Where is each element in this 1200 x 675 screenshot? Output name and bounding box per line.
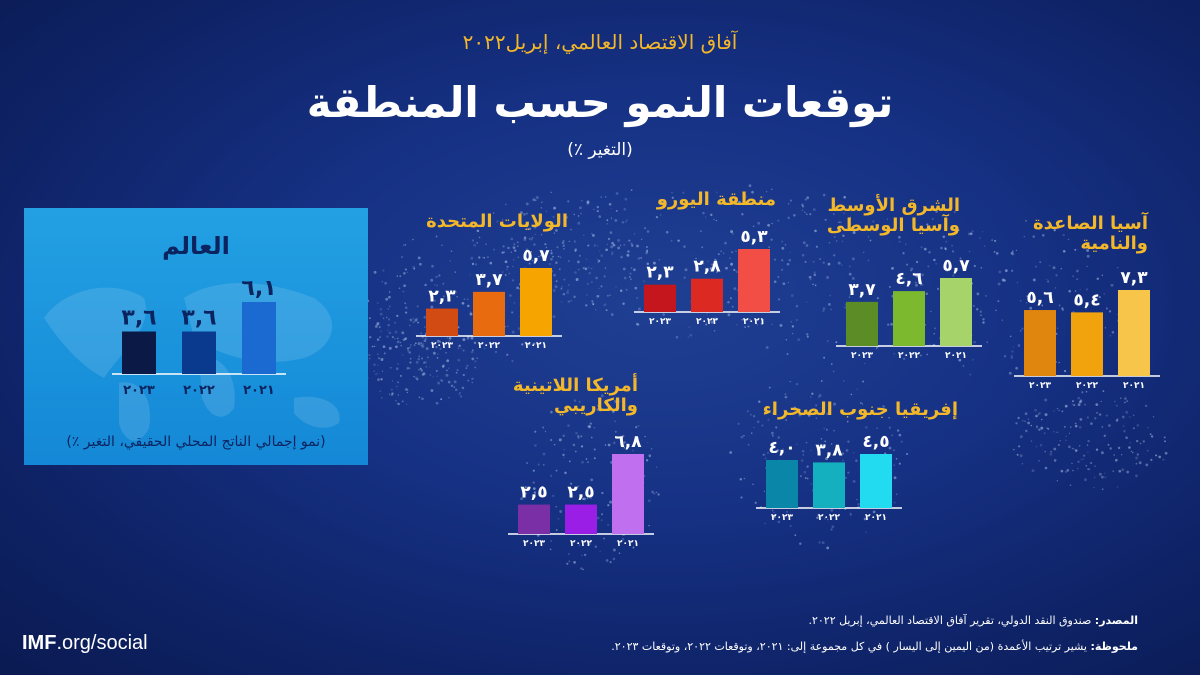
tick-label-emerging-developing-asia-2: ٢٠٢١ <box>1123 381 1145 391</box>
bar-chart-middle-east-central-asia: ٣,٧ ٢٠٢٣ ٤,٦ ٢٠٢٢ ٥,٧ ٢٠٢١ <box>832 250 982 365</box>
bar-middle-east-central-asia-0 <box>846 302 878 346</box>
bar-united-states-1 <box>473 292 505 336</box>
bar-middle-east-central-asia-1 <box>893 291 925 346</box>
value-label-middle-east-central-asia-2: ٥,٧ <box>942 256 970 276</box>
value-label-sub-saharan-africa-0: ٤,٠ <box>768 438 795 458</box>
world-chart-panel: العالم ٣,٦ ٢٠٢٣ ٣,٦ ٢٠٢٢ ٦,١ ٢٠٢١ (نمو إجمالي… <box>24 208 368 465</box>
chart-emerging-developing-asia: ٥,٦ ٢٠٢٣ ٥,٤ ٢٠٢٢ ٧,٣ ٢٠٢١ <box>1010 262 1160 390</box>
page-subtitle: (التغير ٪) <box>0 140 1200 160</box>
note-text: يشير ترتيب الأعمدة (من اليمين إلى اليسار… <box>611 640 1087 653</box>
note-label: ملحوظة: <box>1090 640 1138 653</box>
tick-label-middle-east-central-asia-2: ٢٠٢١ <box>945 351 967 361</box>
tick-label-euro-area-1: ٢٠٢٢ <box>696 317 718 327</box>
bar-chart-united-states: ٢,٣ ٢٠٢٣ ٣,٧ ٢٠٢٢ ٥,٧ ٢٠٢١ <box>412 240 572 350</box>
bar-middle-east-central-asia-2 <box>940 278 972 346</box>
world-chart-caption: (نمو إجمالي الناتج المحلي الحقيقي، التغي… <box>24 434 368 450</box>
bar-sub-saharan-africa-2 <box>860 454 892 508</box>
tick-label-euro-area-0: ٢٠٢٣ <box>649 317 671 327</box>
bar-united-states-0 <box>426 309 458 336</box>
value-label-euro-area-2: ٥,٣ <box>740 227 768 247</box>
value-label-united-states-1: ٣,٧ <box>475 270 503 290</box>
tick-label-united-states-1: ٢٠٢٢ <box>478 341 500 351</box>
chart-euro-area: ٢,٣ ٢٠٢٣ ٢,٨ ٢٠٢٢ ٥,٣ ٢٠٢١ <box>630 214 780 326</box>
tick-label-emerging-developing-asia-0: ٢٠٢٣ <box>1029 381 1051 391</box>
chart-title-united-states: الولايات المتحدة <box>404 212 568 232</box>
bar-world-1 <box>182 332 216 374</box>
value-label-middle-east-central-asia-0: ٣,٧ <box>848 280 876 300</box>
value-label-united-states-0: ٢,٣ <box>428 287 456 307</box>
tick-label-middle-east-central-asia-0: ٢٠٢٣ <box>851 351 873 361</box>
bar-world-0 <box>122 332 156 374</box>
value-label-euro-area-1: ٢,٨ <box>693 257 721 277</box>
bar-emerging-developing-asia-0 <box>1024 310 1056 376</box>
chart-title-emerging-developing-asia: آسيا الصاعدة والنامية <box>1000 214 1148 254</box>
bar-euro-area-1 <box>691 279 723 312</box>
tick-label-middle-east-central-asia-1: ٢٠٢٢ <box>898 351 920 361</box>
tick-label-sub-saharan-africa-1: ٢٠٢٢ <box>818 513 840 523</box>
value-label-middle-east-central-asia-1: ٤,٦ <box>895 269 922 289</box>
bar-latin-america-caribbean-0 <box>518 505 550 534</box>
imf-logo-rest: .org/social <box>56 632 147 654</box>
bar-emerging-developing-asia-1 <box>1071 312 1103 376</box>
bar-chart-sub-saharan-africa: ٤,٠ ٢٠٢٣ ٣,٨ ٢٠٢٢ ٤,٥ ٢٠٢١ <box>752 422 902 524</box>
tick-label-world-0: ٢٠٢٣ <box>123 383 155 398</box>
world-bar-chart: ٣,٦ ٢٠٢٣ ٣,٦ ٢٠٢٢ ٦,١ ٢٠٢١ <box>24 208 368 465</box>
bar-latin-america-caribbean-1 <box>565 505 597 534</box>
bar-euro-area-2 <box>738 249 770 312</box>
chart-title-latin-america-caribbean: أمريكا اللاتينية والكاريبي <box>492 376 638 416</box>
bar-euro-area-0 <box>644 285 676 312</box>
value-label-latin-america-caribbean-1: ٢,٥ <box>567 483 594 503</box>
source-note: المصدر: صندوق النقد الدولي، تقرير آفاق ا… <box>808 614 1138 627</box>
tick-label-united-states-2: ٢٠٢١ <box>525 341 547 351</box>
tick-label-united-states-0: ٢٠٢٣ <box>431 341 453 351</box>
chart-middle-east-central-asia: ٣,٧ ٢٠٢٣ ٤,٦ ٢٠٢٢ ٥,٧ ٢٠٢١ <box>832 250 982 365</box>
imf-social-link[interactable]: IMF.org/social <box>22 632 148 655</box>
bar-emerging-developing-asia-2 <box>1118 290 1150 376</box>
report-kicker: آفاق الاقتصاد العالمي، إبريل٢٠٢٢ <box>0 30 1200 54</box>
value-label-sub-saharan-africa-2: ٤,٥ <box>862 432 889 452</box>
chart-united-states: ٢,٣ ٢٠٢٣ ٣,٧ ٢٠٢٢ ٥,٧ ٢٠٢١ <box>412 240 572 350</box>
source-label: المصدر: <box>1095 614 1138 627</box>
bar-chart-emerging-developing-asia: ٥,٦ ٢٠٢٣ ٥,٤ ٢٠٢٢ ٧,٣ ٢٠٢١ <box>1010 262 1160 390</box>
chart-title-sub-saharan-africa: إفريقيا جنوب الصحراء <box>744 400 958 420</box>
bar-latin-america-caribbean-2 <box>612 454 644 534</box>
value-label-world-1: ٣,٦ <box>181 306 216 331</box>
bar-chart-euro-area: ٢,٣ ٢٠٢٣ ٢,٨ ٢٠٢٢ ٥,٣ ٢٠٢١ <box>630 214 780 326</box>
value-label-latin-america-caribbean-2: ٦,٨ <box>614 432 642 452</box>
tick-label-sub-saharan-africa-2: ٢٠٢١ <box>865 513 887 523</box>
value-label-latin-america-caribbean-0: ٢,٥ <box>520 483 547 503</box>
tick-label-sub-saharan-africa-0: ٢٠٢٣ <box>771 513 793 523</box>
footnote: ملحوظة: يشير ترتيب الأعمدة (من اليمين إل… <box>611 640 1138 653</box>
chart-title-euro-area: منطقة اليورو <box>626 190 776 210</box>
value-label-sub-saharan-africa-1: ٣,٨ <box>815 440 843 460</box>
chart-latin-america-caribbean: ٢,٥ ٢٠٢٣ ٢,٥ ٢٠٢٢ ٦,٨ ٢٠٢١ <box>504 420 654 552</box>
bar-chart-latin-america-caribbean: ٢,٥ ٢٠٢٣ ٢,٥ ٢٠٢٢ ٦,٨ ٢٠٢١ <box>504 420 654 552</box>
value-label-emerging-developing-asia-2: ٧,٣ <box>1120 268 1148 288</box>
bar-sub-saharan-africa-0 <box>766 460 798 508</box>
tick-label-world-1: ٢٠٢٢ <box>183 383 215 398</box>
bar-sub-saharan-africa-1 <box>813 462 845 508</box>
value-label-euro-area-0: ٢,٣ <box>646 263 674 283</box>
chart-title-middle-east-central-asia: الشرق الأوسط وآسيا الوسطى <box>820 196 960 236</box>
tick-label-emerging-developing-asia-1: ٢٠٢٢ <box>1076 381 1098 391</box>
tick-label-latin-america-caribbean-1: ٢٠٢٢ <box>570 539 592 549</box>
value-label-united-states-2: ٥,٧ <box>522 246 550 266</box>
imf-logo-bold: IMF <box>22 632 56 654</box>
tick-label-latin-america-caribbean-2: ٢٠٢١ <box>617 539 639 549</box>
bar-united-states-2 <box>520 268 552 336</box>
tick-label-latin-america-caribbean-0: ٢٠٢٣ <box>523 539 545 549</box>
bar-world-2 <box>242 302 276 374</box>
value-label-world-0: ٣,٦ <box>121 306 156 331</box>
source-text: صندوق النقد الدولي، تقرير آفاق الاقتصاد … <box>808 614 1091 627</box>
value-label-emerging-developing-asia-0: ٥,٦ <box>1026 288 1053 308</box>
value-label-world-2: ٦,١ <box>241 276 276 301</box>
tick-label-world-2: ٢٠٢١ <box>243 383 275 398</box>
value-label-emerging-developing-asia-1: ٥,٤ <box>1073 290 1100 310</box>
tick-label-euro-area-2: ٢٠٢١ <box>743 317 765 327</box>
chart-sub-saharan-africa: ٤,٠ ٢٠٢٣ ٣,٨ ٢٠٢٢ ٤,٥ ٢٠٢١ <box>752 422 902 524</box>
page-title: توقعات النمو حسب المنطقة <box>0 78 1200 127</box>
